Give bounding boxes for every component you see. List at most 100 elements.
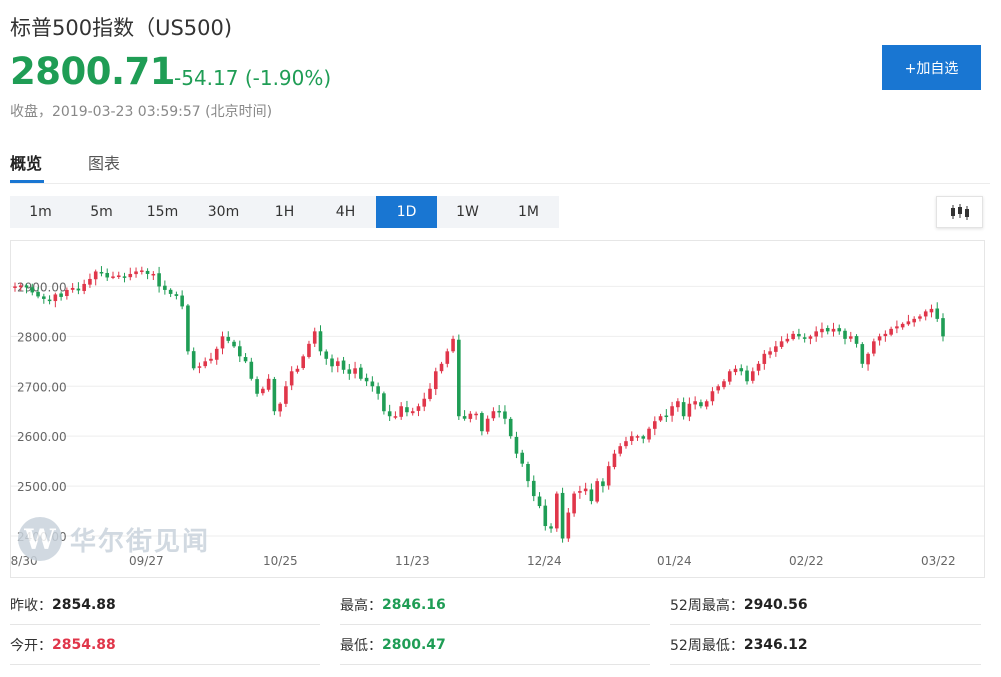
candle-body <box>653 421 657 429</box>
interval-1m[interactable]: 1m <box>29 204 52 220</box>
candle-body <box>647 428 651 440</box>
candle-body <box>387 411 392 417</box>
x-tick-label: 10/25 <box>263 554 298 568</box>
candle-body <box>186 305 190 352</box>
candle-body <box>866 353 870 365</box>
candle-body <box>405 407 409 413</box>
candle-body <box>872 341 876 354</box>
candle-body <box>318 331 323 352</box>
tab-chart[interactable]: 图表 <box>88 154 121 173</box>
candle-body <box>53 294 58 302</box>
candle-body <box>116 275 121 278</box>
candle-body <box>710 391 715 402</box>
candle-body <box>768 351 772 355</box>
candle-body <box>537 496 542 507</box>
candle-body <box>370 381 375 387</box>
interval-1d[interactable]: 1D <box>376 196 437 228</box>
candle-body <box>549 526 553 529</box>
candle-body <box>929 308 934 313</box>
candle-body <box>295 368 300 372</box>
interval-4h[interactable]: 4H <box>335 204 356 220</box>
candle-body <box>134 271 138 275</box>
candle-body <box>457 339 461 417</box>
candle-body <box>485 418 490 432</box>
candle-body <box>324 351 329 359</box>
candle-body <box>531 480 536 497</box>
interval-1w[interactable]: 1W <box>456 204 479 220</box>
add-to-watchlist-button[interactable]: +加自选 <box>882 45 981 90</box>
stat-value: 2346.12 <box>743 637 808 653</box>
candle-body <box>364 377 369 382</box>
candle-body <box>445 351 450 364</box>
candle-body <box>618 446 623 454</box>
candle-body <box>330 358 334 367</box>
candle-body <box>566 512 571 539</box>
candle-body <box>543 505 548 527</box>
candle-body <box>727 371 732 382</box>
candle-body <box>422 398 427 407</box>
x-tick-label: 12/24 <box>527 554 562 568</box>
candle-body <box>174 294 179 296</box>
candle-body <box>140 270 144 272</box>
candle-body <box>491 411 496 419</box>
candle-body <box>854 336 859 344</box>
candle-body <box>906 321 911 325</box>
candle-body <box>301 356 305 369</box>
stat-52w-high: 52周最高： 2940.56 <box>670 586 981 625</box>
tab-overview[interactable]: 概览 <box>10 154 43 173</box>
tab-bar: 概览 图表 <box>10 143 990 184</box>
candle-body <box>168 289 173 294</box>
interval-30m[interactable]: 30m <box>207 204 240 220</box>
candle-body <box>122 276 127 278</box>
candle-body <box>128 273 133 278</box>
candle-body <box>65 289 69 297</box>
candle-body <box>774 346 778 352</box>
candle-body <box>589 489 594 502</box>
candle-body <box>93 271 98 280</box>
candle-body <box>220 336 225 349</box>
candle-body <box>272 378 277 412</box>
interval-15m[interactable]: 15m <box>146 204 179 220</box>
candle-body <box>261 388 265 394</box>
candle-body <box>739 368 744 372</box>
candle-body <box>681 402 686 417</box>
y-tick-label: 2700.00 <box>17 380 67 394</box>
candle-body <box>595 481 599 502</box>
stat-low: 最低： 2800.47 <box>340 626 650 665</box>
candle-body <box>606 466 611 486</box>
active-tab-indicator <box>10 180 44 183</box>
candle-body <box>214 348 219 360</box>
candle-body <box>433 371 438 390</box>
candle-body <box>601 481 605 487</box>
price-chart[interactable]: 2400.00 2500.00 2600.00 2700.00 2800.00 2900.… <box>10 240 985 578</box>
candle-body <box>860 344 865 364</box>
candle-body <box>779 341 784 347</box>
candle-body <box>658 416 663 421</box>
stat-value: 2854.88 <box>52 637 116 653</box>
candle-body <box>462 416 467 419</box>
candle-body <box>699 402 703 407</box>
interval-selector: 1m 5m 15m 30m 1H 4H 1D 1W 1M <box>10 196 559 228</box>
interval-1h[interactable]: 1H <box>274 204 295 220</box>
interval-1mo[interactable]: 1M <box>518 204 539 220</box>
chart-type-button[interactable] <box>936 196 983 228</box>
candle-body <box>877 336 882 341</box>
interval-5m[interactable]: 5m <box>90 204 113 220</box>
candle-body <box>808 336 813 339</box>
candle-body <box>802 337 807 339</box>
stat-label: 今开： <box>10 638 52 654</box>
candle-body <box>526 463 530 482</box>
candle-body <box>624 441 628 447</box>
stat-label: 最高： <box>340 598 382 614</box>
candle-body <box>451 338 455 352</box>
candle-body <box>312 331 317 344</box>
stat-prev-close: 昨收： 2854.88 <box>10 586 320 625</box>
candle-body <box>42 296 46 299</box>
candle-body <box>76 288 81 291</box>
price-change: -54.17 (-1.90%) <box>174 66 332 90</box>
candle-body <box>410 411 415 414</box>
candle-body <box>716 386 721 391</box>
candle-body <box>935 308 940 319</box>
candle-body <box>249 361 254 379</box>
candle-body <box>468 413 473 419</box>
